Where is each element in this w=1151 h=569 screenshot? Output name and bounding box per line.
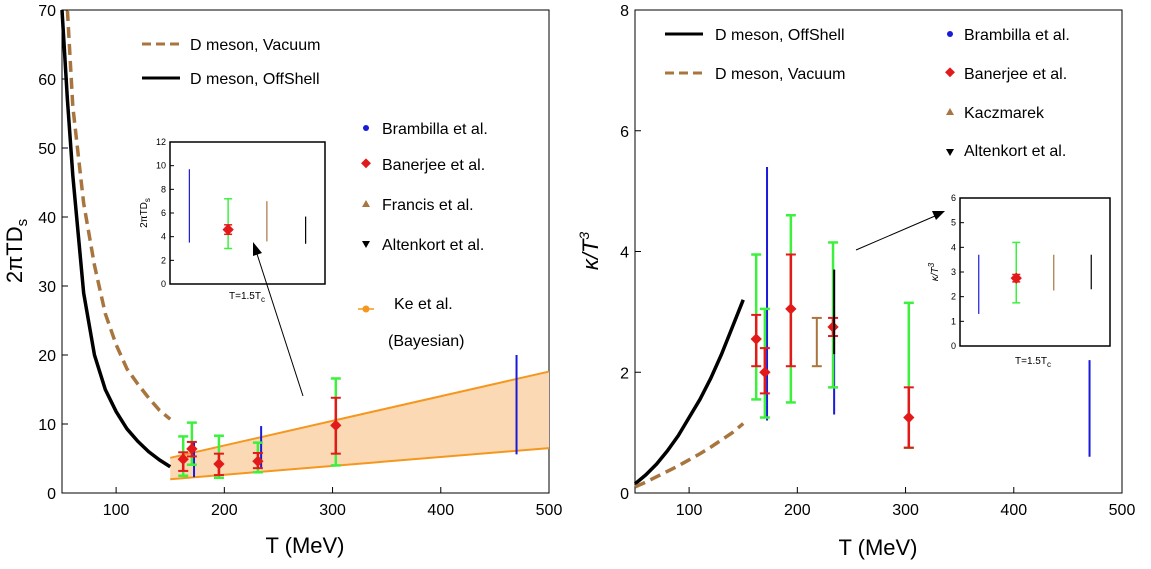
legend2-banerjee-marker [945,67,955,78]
inset-y-tick-label: 12 [156,137,166,147]
legend-altenkort-label: Altenkort et al. [382,237,484,254]
y-tick-label: 60 [38,72,56,89]
x-tick-label: 500 [536,502,563,519]
banerjee-point [213,458,225,470]
right-inset-frame [959,197,1111,347]
x-tick-label: 200 [211,502,238,519]
inset-y-tick-label: 4 [951,242,956,252]
legend-banerjee-label: Banerjee et al. [382,157,485,174]
legend-altenkort-marker [362,241,370,248]
inset-y-tick-label: 2 [951,292,956,302]
y-tick-label: 6 [620,124,629,141]
left-inset: 0 2 4 6 8 10 12 T=1.5Tc 2πTDs [139,137,326,304]
x-tick-label: 100 [676,502,703,519]
vacuum-curve [634,422,745,489]
y-tick-label: 8 [620,3,629,20]
banerjee-point [903,411,915,424]
inset-y-tick-label: 2 [161,255,166,265]
banerjee-point [177,453,189,465]
y-tick-label: 70 [38,3,56,20]
right-inset-x-label: T=1.5Tc [1015,356,1051,369]
legend2-offshell-label: D meson, OffShell [715,27,845,44]
x-tick-label: 400 [427,502,454,519]
legend2-vacuum-label: D meson, Vacuum [715,66,845,83]
inset-y-tick-label: 10 [156,161,166,171]
legend2-kaczmarek-marker [946,108,954,115]
inset-banerjee-point [1010,272,1022,284]
left-x-axis-label: T (MeV) [265,533,344,558]
x-tick-label: 100 [103,502,130,519]
legend2-brambilla-label: Brambilla et al. [964,27,1070,44]
ke-band-lower-edge [170,447,550,481]
legend2-kaczmarek-label: Kaczmarek [964,105,1045,122]
legend-ke-label-line2: (Bayesian) [388,333,464,350]
legend-brambilla-marker [363,125,369,131]
right-x-axis-label: T (MeV) [838,535,917,560]
right-y-axis-label: κ/T3 [576,232,603,271]
inset-y-tick-label: 4 [161,232,166,242]
y-tick-label: 30 [38,279,56,296]
legend-banerjee-marker [361,158,371,169]
y-tick-label: 10 [38,417,56,434]
banerjee-point [827,321,839,333]
ke-band-upper-edge [170,370,550,459]
left-plot-frame [61,9,550,494]
legend2-altenkort-marker [946,149,954,156]
offshell-curve [633,299,745,486]
y-tick-label: 2 [620,365,629,382]
left-legend: D meson, Vacuum D meson, OffShell Brambi… [142,37,488,350]
right-inset: 0 1 2 3 4 5 6 T=1.5Tc κ/T3 [927,193,1111,369]
legend-vacuum-label: D meson, Vacuum [190,37,320,54]
right-inset-pointer-arrow [855,211,945,251]
legend-offshell-label: D meson, OffShell [190,71,320,88]
inset-y-tick-label: 1 [951,316,956,326]
legend-ke-label: Ke et al. [394,296,453,313]
left-inset-frame [169,141,326,285]
banerjee-point [785,303,797,315]
inset-y-tick-label: 8 [161,184,166,194]
x-tick-label: 200 [784,502,811,519]
legend-ke-marker [362,305,370,313]
y-tick-label: 50 [38,141,56,158]
legend-francis-label: Francis et al. [382,197,474,214]
right-inset-y-label: κ/T3 [927,262,941,281]
y-tick-label: 0 [620,486,629,503]
inset-y-tick-label: 0 [951,341,956,351]
inset-y-tick-label: 6 [951,193,956,203]
y-tick-label: 4 [620,245,629,262]
banerjee-point [759,366,771,378]
inset-y-tick-label: 5 [951,218,956,228]
banerjee-point [186,443,198,455]
y-tick-label: 40 [38,210,56,227]
banerjee-point [330,419,342,432]
right-legend: D meson, OffShell D meson, Vacuum Brambi… [665,27,1070,160]
legend-francis-marker [362,200,370,207]
y-tick-label: 20 [38,348,56,365]
inset-banerjee-point [222,223,234,236]
legend-brambilla-label: Brambilla et al. [382,121,488,138]
vacuum-curve [65,9,172,421]
legend2-banerjee-label: Banerjee et al. [964,66,1067,83]
left-inset-y-label: 2πTDs [139,198,152,228]
left-inset-x-label: T=1.5Tc [229,291,265,304]
legend2-altenkort-label: Altenkort et al. [964,143,1066,160]
y-tick-label: 0 [47,486,56,503]
inset-y-tick-label: 3 [951,267,956,277]
inset-y-tick-label: 0 [161,279,166,289]
x-tick-label: 500 [1109,502,1136,519]
ke-bayesian-band [170,371,549,480]
banerjee-point [750,333,762,345]
x-tick-label: 400 [1000,502,1027,519]
x-tick-label: 300 [319,502,346,519]
right-panel: 100 200 300 400 500 0 2 4 6 8 T (MeV) κ/T3 D meso… [576,3,1135,560]
left-inset-pointer-arrow [253,242,304,397]
x-tick-label: 300 [892,502,919,519]
left-y-axis-label: 2πTDs [2,219,31,283]
legend2-brambilla-marker [947,31,953,37]
offshell-curve [60,9,172,469]
inset-y-tick-label: 6 [161,208,166,218]
